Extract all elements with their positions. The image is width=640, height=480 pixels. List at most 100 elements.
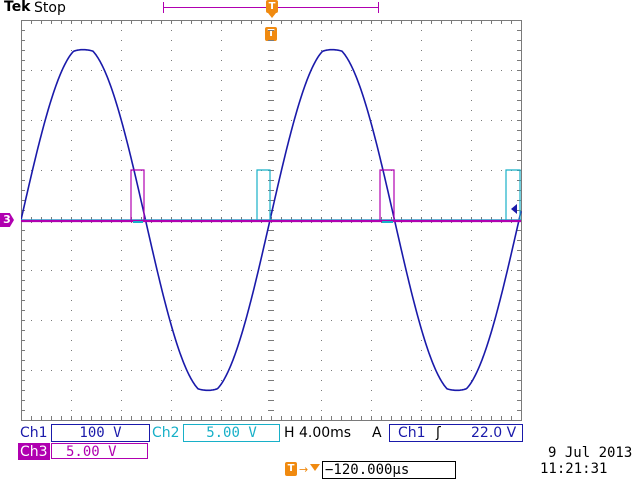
grid-dot — [291, 70, 292, 71]
ch3-pulse — [130, 169, 145, 220]
grid-dot — [431, 70, 432, 71]
grid-dot — [191, 120, 192, 121]
grid-dot — [421, 390, 422, 391]
grid-dot — [171, 110, 172, 111]
grid-dot — [121, 410, 122, 411]
grid-dot — [341, 70, 342, 71]
grid-dot — [321, 400, 322, 401]
grid-dot — [421, 140, 422, 141]
grid-dot — [361, 270, 362, 271]
grid-dot — [221, 40, 222, 41]
grid-dot — [431, 320, 432, 321]
grid-dot — [421, 160, 422, 161]
grid-dot — [111, 270, 112, 271]
grid-dot — [51, 320, 52, 321]
ch1-scale-readout[interactable]: 100 V — [51, 424, 150, 442]
grid-dot — [321, 390, 322, 391]
grid-dot — [171, 300, 172, 301]
trigger-readout-box[interactable] — [389, 424, 523, 442]
ch3-ground-marker[interactable]: 3 — [0, 213, 14, 227]
grid-dot — [221, 370, 222, 371]
grid-dot — [481, 370, 482, 371]
grid-dot — [221, 70, 222, 71]
grid-dot — [81, 170, 82, 171]
grid-dot — [131, 370, 132, 371]
grid-dot — [171, 420, 172, 421]
grid-dot — [221, 300, 222, 301]
grid-dot — [321, 200, 322, 201]
ch3-scale-readout[interactable]: 5.00 V — [51, 443, 148, 460]
grid-dot — [111, 320, 112, 321]
grid-dot — [321, 320, 322, 321]
grid-dot — [231, 320, 232, 321]
grid-dot — [321, 380, 322, 381]
grid-dot — [381, 320, 382, 321]
grid-dot — [311, 270, 312, 271]
grid-dot — [471, 290, 472, 291]
grid-dot — [61, 370, 62, 371]
grid-dot — [71, 360, 72, 361]
grid-dot — [221, 190, 222, 191]
grid-dot — [121, 260, 122, 261]
grid-dot — [371, 50, 372, 51]
grid-dot — [321, 60, 322, 61]
grid-dot — [471, 280, 472, 281]
grid-dot — [491, 70, 492, 71]
grid-dot — [311, 320, 312, 321]
grid-dot — [71, 190, 72, 191]
grid-dot — [181, 120, 182, 121]
grid-dot — [171, 50, 172, 51]
grid-dot — [121, 320, 122, 321]
trigger-level: 22.0 V — [471, 425, 517, 441]
grid-dot — [471, 380, 472, 381]
grid-dot — [221, 50, 222, 51]
grid-dot — [321, 180, 322, 181]
grid-dot — [371, 150, 372, 151]
grid-dot — [151, 70, 152, 71]
grid-dot — [121, 140, 122, 141]
grid-dot — [221, 230, 222, 231]
grid-dot — [111, 70, 112, 71]
grid-dot — [371, 270, 372, 271]
grid-dot — [121, 80, 122, 81]
grid-dot — [151, 170, 152, 171]
grid-dot — [221, 330, 222, 331]
grid-dot — [121, 200, 122, 201]
timebase-readout[interactable]: H 4.00ms — [284, 425, 352, 441]
grid-dot — [421, 400, 422, 401]
grid-dot — [321, 170, 322, 171]
grid-dot — [121, 270, 122, 271]
grid-dot — [331, 70, 332, 71]
trigger-mode: A — [372, 425, 382, 441]
grid-dot — [161, 170, 162, 171]
horizontal-position-readout[interactable]: −120.000µs — [322, 461, 456, 479]
grid-dot — [41, 320, 42, 321]
grid-dot — [41, 70, 42, 71]
grid-dot — [321, 90, 322, 91]
grid-dot — [331, 120, 332, 121]
grid-dot — [111, 170, 112, 171]
grid-dot — [451, 270, 452, 271]
grid-dot — [371, 390, 372, 391]
left-arrow-icon[interactable] — [511, 204, 517, 214]
grid-dot — [441, 270, 442, 271]
grid-dot — [401, 270, 402, 271]
grid-dot — [121, 60, 122, 61]
grid-dot — [421, 130, 422, 131]
grid-dot — [291, 320, 292, 321]
grid-dot — [61, 120, 62, 121]
grid-dot — [171, 70, 172, 71]
grid-dot — [421, 340, 422, 341]
grid-dot — [421, 40, 422, 41]
grid-dot — [221, 250, 222, 251]
grid-dot — [471, 170, 472, 171]
grid-dot — [321, 120, 322, 121]
grid-dot — [41, 120, 42, 121]
grid-dot — [371, 80, 372, 81]
grid-dot — [371, 280, 372, 281]
grid-dot — [121, 400, 122, 401]
ch2-scale-readout[interactable]: 5.00 V — [183, 424, 280, 442]
grid-dot — [191, 170, 192, 171]
grid-dot — [371, 210, 372, 211]
ch3-label-background — [18, 443, 50, 460]
